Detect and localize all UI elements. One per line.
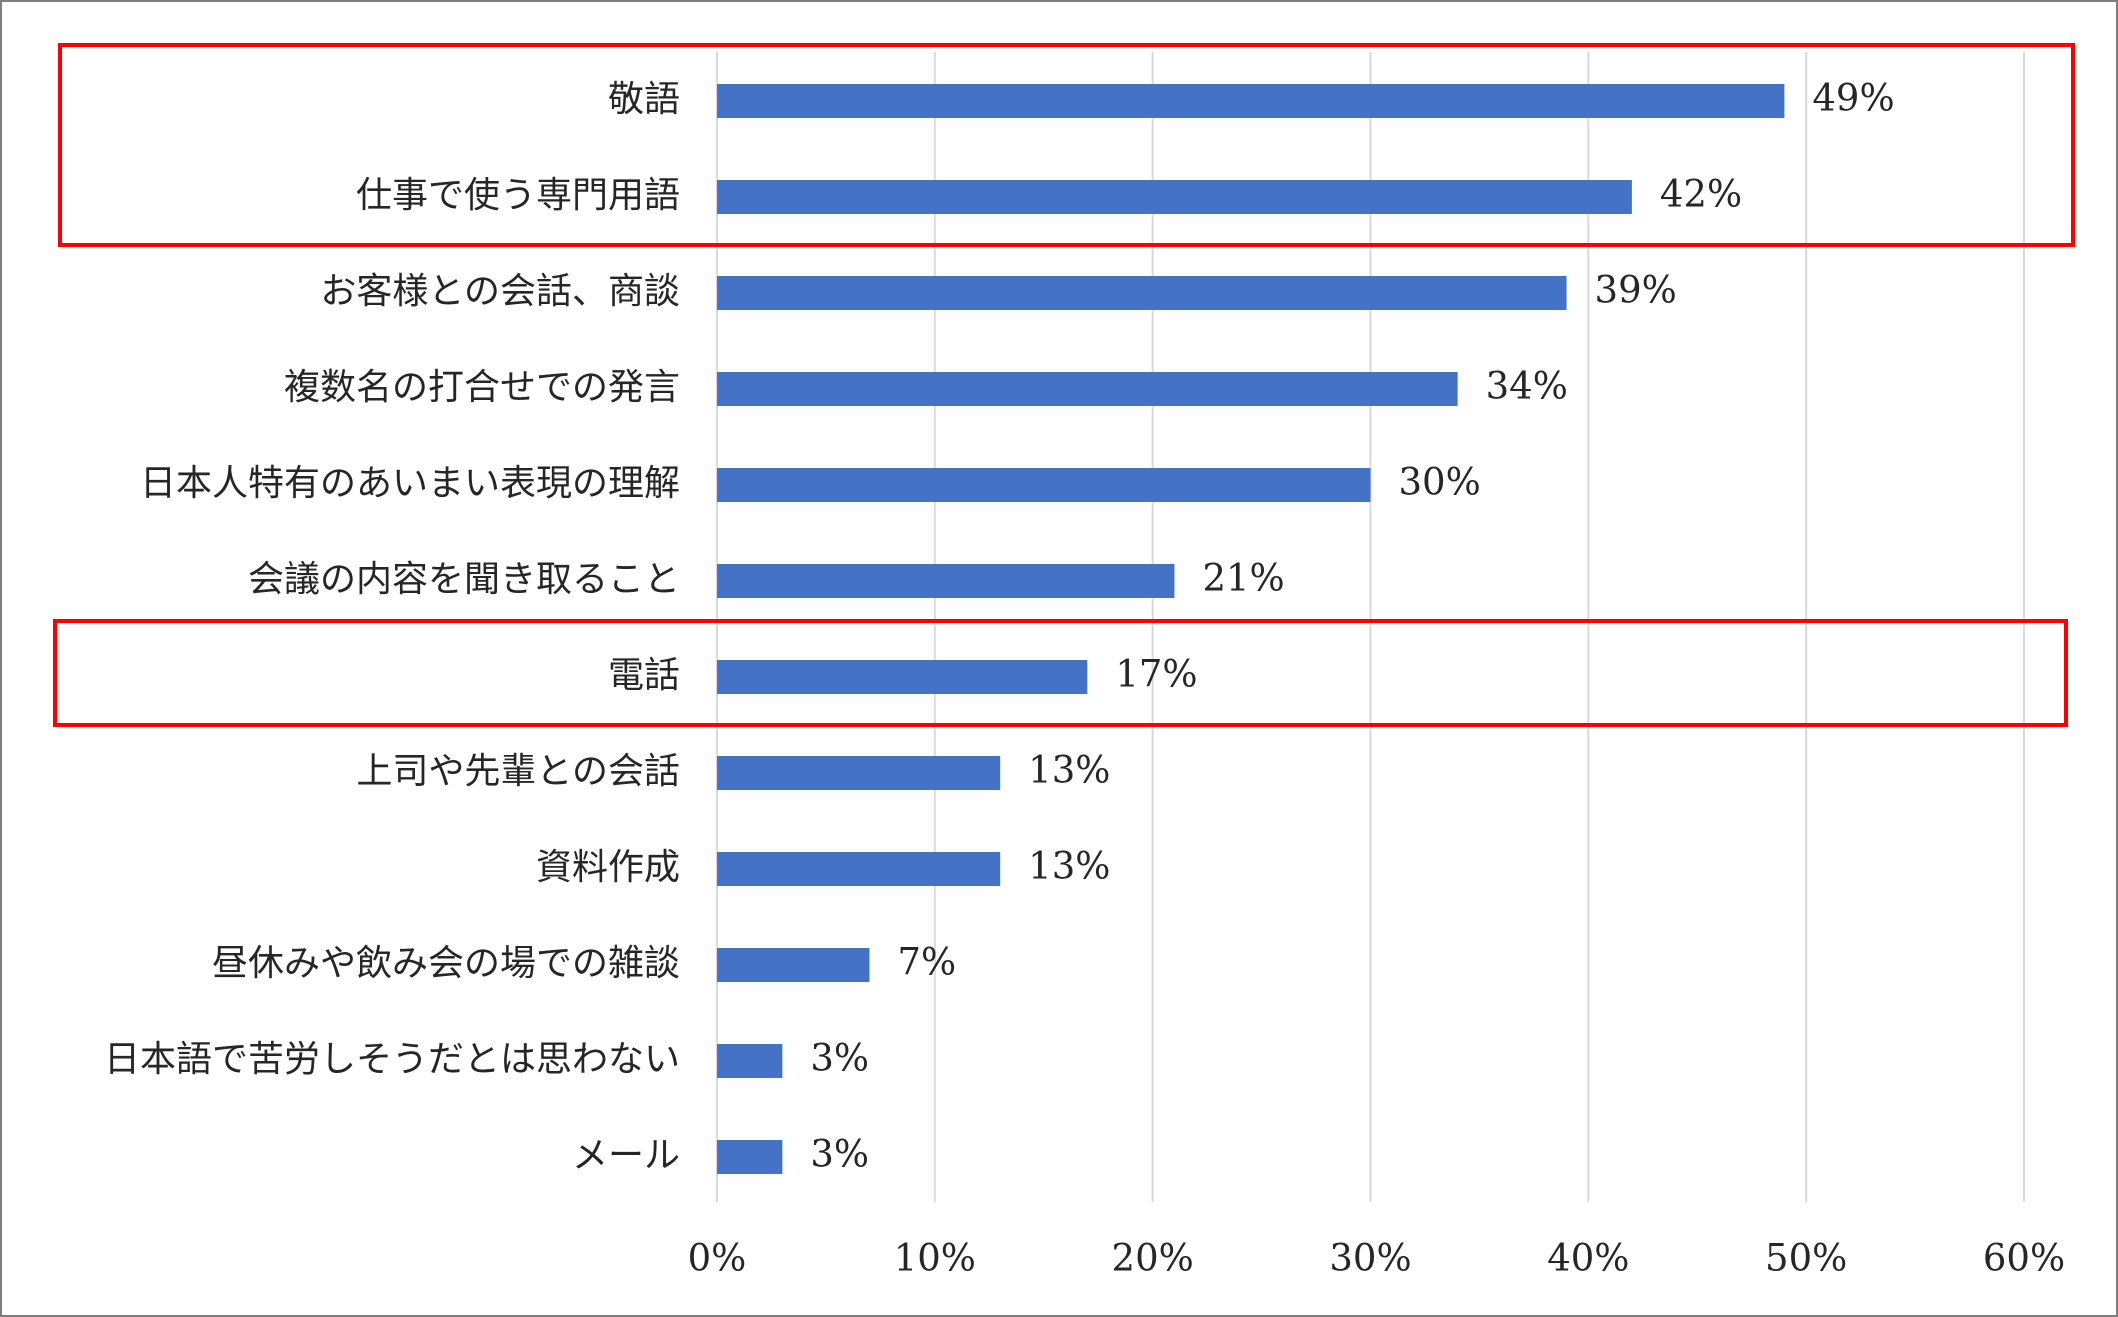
value-label: 30% bbox=[1399, 461, 1481, 504]
x-tick-label: 60% bbox=[1983, 1237, 2065, 1280]
bar bbox=[717, 1140, 783, 1174]
bar bbox=[717, 84, 1785, 118]
gridlines bbox=[716, 52, 2025, 1202]
value-label: 42% bbox=[1660, 173, 1742, 216]
bar bbox=[717, 1044, 783, 1078]
bar bbox=[717, 372, 1458, 406]
value-labels: 49% 42% 39% 34% 30% 21% 17% 13% 13% 7% 3% 3% bbox=[810, 77, 1894, 1176]
category-label: 資料作成 bbox=[536, 847, 680, 888]
value-label: 13% bbox=[1028, 749, 1110, 792]
x-axis-tick-labels: 0% 10% 20% 30% 40% 50% 60% bbox=[688, 1237, 2065, 1280]
value-label: 7% bbox=[897, 941, 956, 984]
value-label: 39% bbox=[1595, 269, 1677, 312]
value-label: 3% bbox=[810, 1037, 869, 1080]
category-label: メール bbox=[572, 1135, 680, 1176]
category-label: 日本語で苦労しそうだとは思わない bbox=[104, 1039, 680, 1080]
category-label: 上司や先輩との会話 bbox=[356, 751, 680, 792]
highlight-box bbox=[58, 43, 2075, 247]
bar bbox=[717, 660, 1088, 694]
value-label: 17% bbox=[1115, 653, 1197, 696]
value-label: 13% bbox=[1028, 845, 1110, 888]
category-label: 仕事で使う専門用語 bbox=[356, 175, 680, 216]
category-label: 複数名の打合せでの発言 bbox=[284, 367, 680, 408]
bar bbox=[717, 468, 1371, 502]
highlight-box bbox=[53, 619, 2068, 727]
x-tick-label: 40% bbox=[1547, 1237, 1629, 1280]
category-label: 昼休みや飲み会の場での雑談 bbox=[212, 943, 680, 984]
category-labels: 敬語仕事で使う専門用語お客様との会話、商談複数名の打合せでの発言日本人特有のあい… bbox=[104, 79, 680, 1176]
x-tick-label: 30% bbox=[1329, 1237, 1411, 1280]
bar bbox=[717, 564, 1175, 598]
x-tick-label: 0% bbox=[688, 1237, 747, 1280]
value-label: 21% bbox=[1202, 557, 1284, 600]
x-tick-label: 50% bbox=[1765, 1237, 1847, 1280]
bar bbox=[717, 948, 870, 982]
bar bbox=[717, 756, 1001, 790]
category-label: 敬語 bbox=[608, 79, 680, 120]
bar bbox=[717, 180, 1632, 214]
category-label: 日本人特有のあいまい表現の理解 bbox=[140, 463, 680, 504]
x-tick-label: 20% bbox=[1112, 1237, 1194, 1280]
category-label: 会議の内容を聞き取ること bbox=[248, 559, 680, 600]
x-tick-label: 10% bbox=[894, 1237, 976, 1280]
bar bbox=[717, 852, 1001, 886]
highlight-boxes bbox=[53, 43, 2075, 727]
bar bbox=[717, 276, 1567, 310]
value-label: 49% bbox=[1812, 77, 1894, 120]
bars bbox=[717, 84, 1785, 1174]
category-label: お客様との会話、商談 bbox=[320, 271, 680, 312]
category-label: 電話 bbox=[608, 655, 680, 696]
value-label: 34% bbox=[1486, 365, 1568, 408]
value-label: 3% bbox=[810, 1133, 869, 1176]
